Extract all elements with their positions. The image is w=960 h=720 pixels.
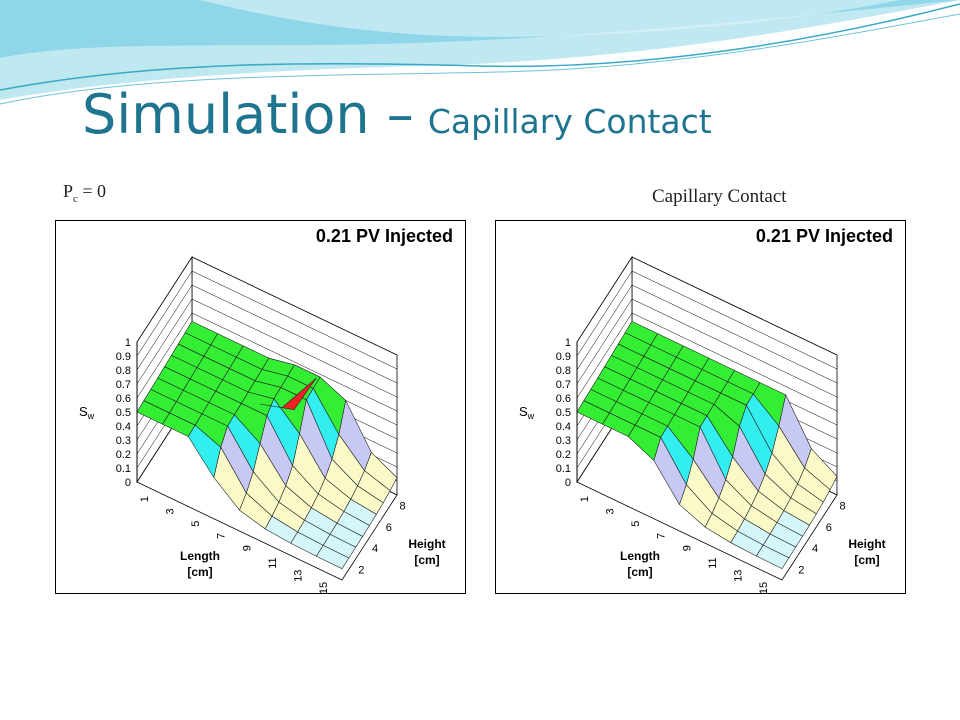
z-axis-label: Sw [79, 404, 95, 421]
z-tick-label: 1 [125, 337, 131, 349]
x-tick-label: 7 [216, 533, 228, 539]
x-tick-label: 11 [707, 557, 719, 568]
wall-grid-line [576, 284, 838, 384]
x-axis-label: [cm] [627, 565, 652, 579]
panel-label: Capillary Contact [652, 186, 787, 207]
x-tick-label: 13 [733, 570, 745, 582]
x-axis-label: [cm] [187, 565, 212, 579]
z-tick-label: 0.1 [116, 463, 131, 475]
z-tick-label: 0.9 [116, 351, 131, 363]
z-tick-label: 0.5 [556, 407, 571, 419]
title-main: Simulation – [82, 83, 414, 146]
plot-title: 0.21 PV Injected [756, 226, 893, 246]
z-axis-label: Sw [519, 404, 535, 421]
wall-grid-line [136, 284, 398, 384]
x-tick-label: 15 [318, 582, 330, 594]
z-tick-label: 0.5 [116, 407, 131, 419]
z-tick-label: 0.3 [556, 435, 571, 447]
z-tick-label: 0.2 [556, 449, 571, 461]
y-axis-label: Height [408, 537, 445, 551]
z-label-sub: w [527, 411, 535, 421]
y-axis-label: Height [848, 537, 885, 551]
surface-cell [315, 544, 350, 570]
x-tick-label: 15 [758, 582, 770, 594]
x-tick-label: 11 [267, 557, 279, 568]
y-tick-label: 8 [840, 501, 846, 513]
x-tick-label: 9 [241, 545, 253, 551]
slide-title: Simulation – Capillary Contact [82, 83, 712, 146]
title-sub: Capillary Contact [428, 102, 712, 141]
z-tick-label: 0.1 [556, 463, 571, 475]
y-tick-label: 4 [812, 543, 818, 555]
x-tick-label: 9 [681, 545, 693, 551]
x-axis-label: Length [180, 549, 220, 563]
wave-line [0, 13, 960, 105]
z-tick-label: 0 [565, 477, 571, 489]
z-tick-label: 0.3 [116, 435, 131, 447]
surface-cell [755, 544, 790, 570]
wall-grid-line [136, 270, 398, 370]
z-label-base: S [519, 404, 528, 419]
label-rest: = 0 [78, 181, 106, 201]
y-tick-label: 6 [386, 522, 392, 534]
x-axis-label: Length [620, 549, 660, 563]
x-tick-label: 5 [190, 521, 202, 527]
z-label-sub: w [87, 411, 95, 421]
header-waves [0, 0, 960, 105]
surface-peak [260, 377, 317, 411]
y-tick-label: 8 [400, 501, 406, 513]
z-tick-label: 0.7 [116, 379, 131, 391]
x-tick-label: 7 [656, 533, 668, 539]
y-tick-label: 6 [826, 522, 832, 534]
y-axis-label: [cm] [854, 553, 879, 567]
x-tick-label: 1 [579, 496, 591, 502]
wall-grid-line [136, 298, 398, 398]
wall-grid-line [576, 270, 838, 370]
panel-label: Pc = 0 [63, 181, 106, 205]
x-tick-label: 1 [139, 496, 151, 502]
z-tick-label: 0.4 [116, 421, 131, 433]
label-sub: c [73, 193, 78, 205]
y-tick-label: 4 [372, 543, 378, 555]
z-tick-label: 0.2 [116, 449, 131, 461]
x-tick-label: 3 [604, 508, 616, 514]
label-base: P [63, 181, 73, 201]
x-tick-label: 3 [164, 508, 176, 514]
x-tick-label: 13 [293, 570, 305, 582]
wall-grid-line [576, 256, 838, 356]
wall-grid-line [576, 312, 838, 412]
wall-grid-line [576, 298, 838, 398]
surface-plot: 00.10.20.30.40.50.60.70.80.9113579111315… [495, 220, 906, 594]
wall-grid-line [136, 312, 398, 412]
z-tick-label: 0.6 [556, 393, 571, 405]
wall-grid-line [136, 256, 398, 356]
y-tick-label: 2 [798, 564, 804, 576]
z-label-base: S [79, 404, 88, 419]
z-tick-label: 0.8 [556, 365, 571, 377]
x-tick-label: 5 [630, 521, 642, 527]
z-tick-label: 0.7 [556, 379, 571, 391]
y-axis-label: [cm] [414, 553, 439, 567]
z-tick-label: 0 [125, 477, 131, 489]
wave-line [0, 3, 960, 91]
z-tick-label: 1 [565, 337, 571, 349]
z-tick-label: 0.9 [556, 351, 571, 363]
surface-plot: 00.10.20.30.40.50.60.70.80.9113579111315… [55, 220, 466, 594]
plot-title: 0.21 PV Injected [316, 226, 453, 246]
z-tick-label: 0.8 [116, 365, 131, 377]
wave [200, 0, 900, 37]
z-tick-label: 0.4 [556, 421, 571, 433]
z-tick-label: 0.6 [116, 393, 131, 405]
y-tick-label: 2 [358, 564, 364, 576]
